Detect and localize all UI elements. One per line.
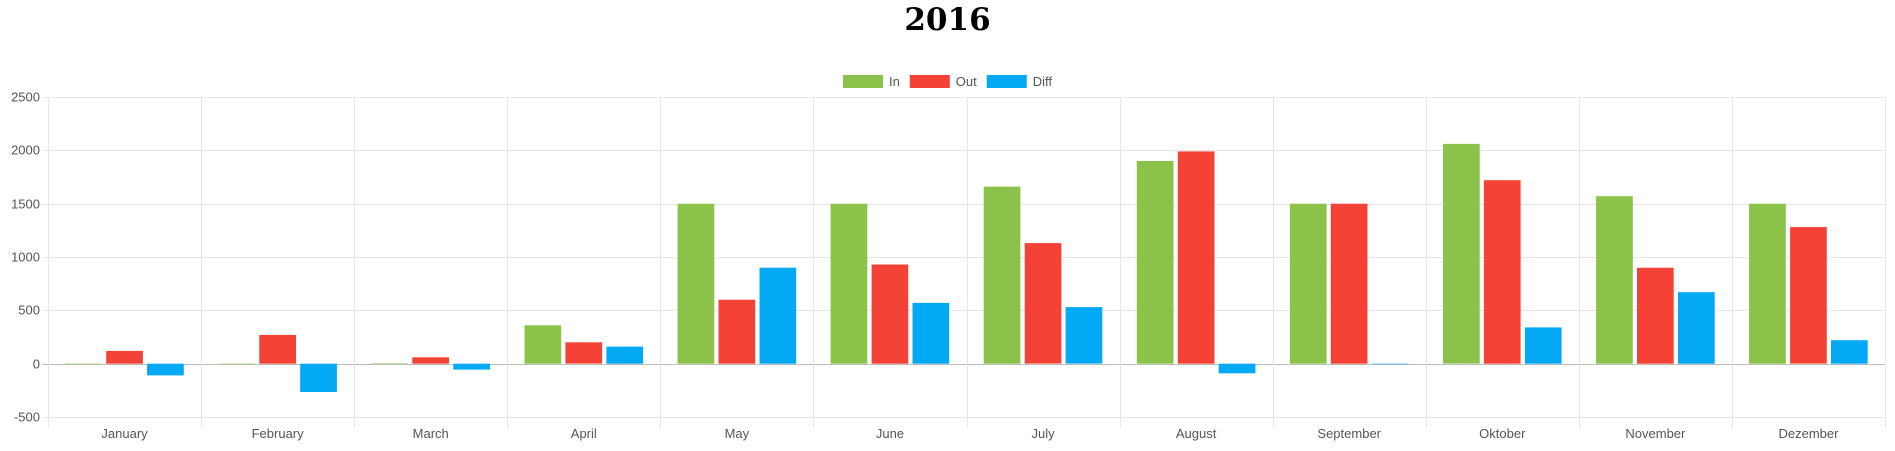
x-tick-label: April (571, 426, 597, 441)
legend-label: Diff (1033, 74, 1053, 89)
grid-lines (42, 97, 1886, 427)
bar-in (1289, 203, 1327, 364)
bar-out (106, 350, 143, 364)
y-axis: 2500 2000 1500 1000 500 0 -500 (11, 90, 40, 425)
bar-in (1596, 196, 1633, 364)
x-tick-label: Oktober (1479, 426, 1526, 441)
bar-diff (912, 302, 950, 364)
bar-diff (1065, 307, 1103, 364)
bar-out (565, 342, 603, 364)
bar-in (218, 363, 255, 365)
x-tick-label: June (876, 426, 904, 441)
x-tick-label: November (1625, 426, 1686, 441)
bar-out (1790, 227, 1827, 364)
x-tick-label: March (413, 426, 449, 441)
bar-in (830, 203, 868, 364)
bar-in (677, 203, 715, 364)
bar-in (65, 363, 102, 365)
y-tick-label: 1500 (11, 197, 40, 212)
x-axis: January February March April May June July Augu… (101, 426, 1839, 441)
x-tick-label: January (101, 426, 148, 441)
legend[interactable]: In Out Diff (842, 74, 1053, 89)
bar-out (259, 334, 296, 364)
legend-swatch (842, 75, 883, 88)
legend-swatch (909, 75, 950, 88)
bar-diff (759, 267, 797, 364)
bar-diff (1218, 363, 1256, 374)
y-tick-label: 0 (33, 357, 40, 372)
y-tick-label: 2000 (11, 143, 40, 158)
x-tick-label: February (252, 426, 305, 441)
bar-out (1483, 180, 1521, 364)
legend-swatch (986, 75, 1027, 88)
bar-diff (1678, 292, 1715, 364)
legend-label: Out (956, 74, 977, 89)
bar-in (1443, 143, 1480, 364)
bar-out (1330, 203, 1368, 364)
bar-in (1136, 161, 1174, 364)
bar-out (718, 299, 756, 364)
legend-item-diff[interactable]: Diff (986, 74, 1053, 89)
bar-diff (300, 363, 337, 392)
bar-in (371, 363, 409, 364)
bar-diff (1371, 363, 1409, 365)
bar-in (1749, 203, 1786, 364)
bar-diff (1524, 327, 1562, 364)
x-tick-label: May (725, 426, 750, 441)
x-tick-label: August (1176, 426, 1217, 441)
legend-item-in[interactable]: In (842, 74, 900, 89)
legend-item-out[interactable]: Out (909, 74, 977, 89)
y-tick-label: 2500 (11, 90, 40, 105)
bar-diff (1831, 340, 1868, 364)
x-tick-label: September (1317, 426, 1381, 441)
bar-out (1024, 243, 1062, 364)
bar-diff (453, 363, 490, 370)
bar-out (871, 264, 909, 364)
bar-in (983, 186, 1021, 364)
x-tick-label: Dezember (1778, 426, 1839, 441)
bar-out (412, 357, 449, 364)
chart-title: 2016 (904, 2, 991, 38)
bar-in (524, 325, 562, 364)
y-tick-label: 500 (18, 303, 40, 318)
y-tick-label: 1000 (11, 250, 40, 265)
bar-out (1177, 151, 1215, 364)
bar-out (1637, 267, 1674, 364)
y-tick-label: -500 (14, 410, 40, 425)
bar-diff (147, 363, 184, 376)
bars (65, 143, 1868, 392)
bar-diff (606, 346, 644, 364)
legend-label: In (889, 74, 900, 89)
x-tick-label: July (1031, 426, 1055, 441)
